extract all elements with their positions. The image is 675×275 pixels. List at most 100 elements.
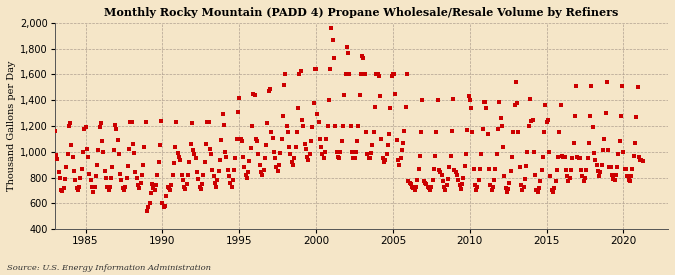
Point (257, 173, 268, 177)
Point (364, 156, 375, 160)
Point (146, 182, 157, 186)
Point (359, 72, 370, 77)
Point (186, 121, 197, 126)
Point (310, 67, 321, 72)
Point (437, 179, 448, 184)
Point (458, 175, 468, 180)
Point (117, 186, 128, 190)
Point (79, 126, 90, 131)
Point (446, 153, 456, 158)
Point (595, 170, 606, 175)
Point (266, 130, 277, 135)
Point (143, 205, 154, 209)
Point (524, 97, 535, 101)
Point (327, 37, 338, 42)
Point (300, 147, 311, 152)
Point (90, 174, 101, 178)
Point (74, 184, 84, 189)
Point (156, 119, 167, 123)
Point (396, 156, 406, 160)
Point (343, 50, 354, 55)
Point (196, 187, 207, 191)
Point (294, 72, 305, 77)
Point (55, 175, 65, 180)
Point (96, 121, 107, 126)
Point (633, 155, 644, 159)
Point (593, 169, 603, 173)
Text: Source: U.S. Energy Information Administration: Source: U.S. Energy Information Administ… (7, 264, 211, 272)
Point (475, 166, 485, 171)
Point (208, 174, 219, 178)
Point (299, 142, 310, 146)
Point (520, 164, 531, 168)
Point (254, 163, 265, 167)
Point (506, 169, 516, 173)
Point (283, 130, 294, 135)
Point (572, 155, 583, 159)
Point (281, 124, 292, 128)
Point (190, 156, 201, 160)
Point (580, 175, 591, 180)
Point (454, 183, 465, 188)
Point (221, 155, 232, 159)
Point (614, 139, 625, 144)
Point (467, 130, 478, 135)
Point (487, 184, 498, 189)
Point (500, 186, 511, 190)
Point (322, 124, 333, 128)
Point (628, 153, 639, 158)
Point (165, 188, 176, 193)
Point (70, 178, 81, 182)
Point (581, 168, 592, 172)
Point (507, 155, 518, 159)
Point (385, 106, 396, 110)
Point (329, 56, 340, 60)
Point (269, 150, 279, 154)
Point (271, 165, 281, 169)
Point (193, 177, 204, 181)
Point (358, 56, 369, 60)
Point (370, 104, 381, 109)
Point (136, 173, 147, 177)
Point (66, 143, 77, 147)
Point (57, 189, 68, 193)
Point (65, 121, 76, 126)
Point (265, 86, 275, 91)
Point (188, 148, 198, 153)
Point (261, 143, 271, 147)
Point (200, 142, 211, 146)
Point (396, 148, 407, 153)
Point (636, 157, 647, 162)
Point (307, 125, 318, 130)
Point (457, 182, 468, 186)
Point (212, 178, 223, 182)
Point (68, 155, 78, 159)
Point (120, 184, 131, 189)
Point (105, 184, 115, 189)
Point (134, 186, 144, 190)
Point (155, 143, 165, 147)
Point (362, 152, 373, 156)
Point (373, 73, 384, 78)
Point (153, 160, 164, 164)
Point (485, 183, 495, 188)
Point (175, 157, 186, 162)
Point (409, 188, 420, 193)
Point (93, 148, 104, 153)
Point (433, 168, 444, 172)
Point (139, 144, 150, 149)
Point (232, 137, 242, 141)
Point (152, 173, 163, 177)
Point (243, 170, 254, 175)
Point (242, 175, 252, 180)
Point (495, 116, 506, 120)
Point (49, 129, 60, 133)
Point (346, 124, 356, 128)
Point (541, 120, 552, 124)
Point (449, 168, 460, 172)
Point (404, 180, 415, 185)
Point (393, 157, 404, 162)
Point (412, 178, 423, 182)
Point (526, 119, 537, 123)
Point (389, 72, 400, 77)
